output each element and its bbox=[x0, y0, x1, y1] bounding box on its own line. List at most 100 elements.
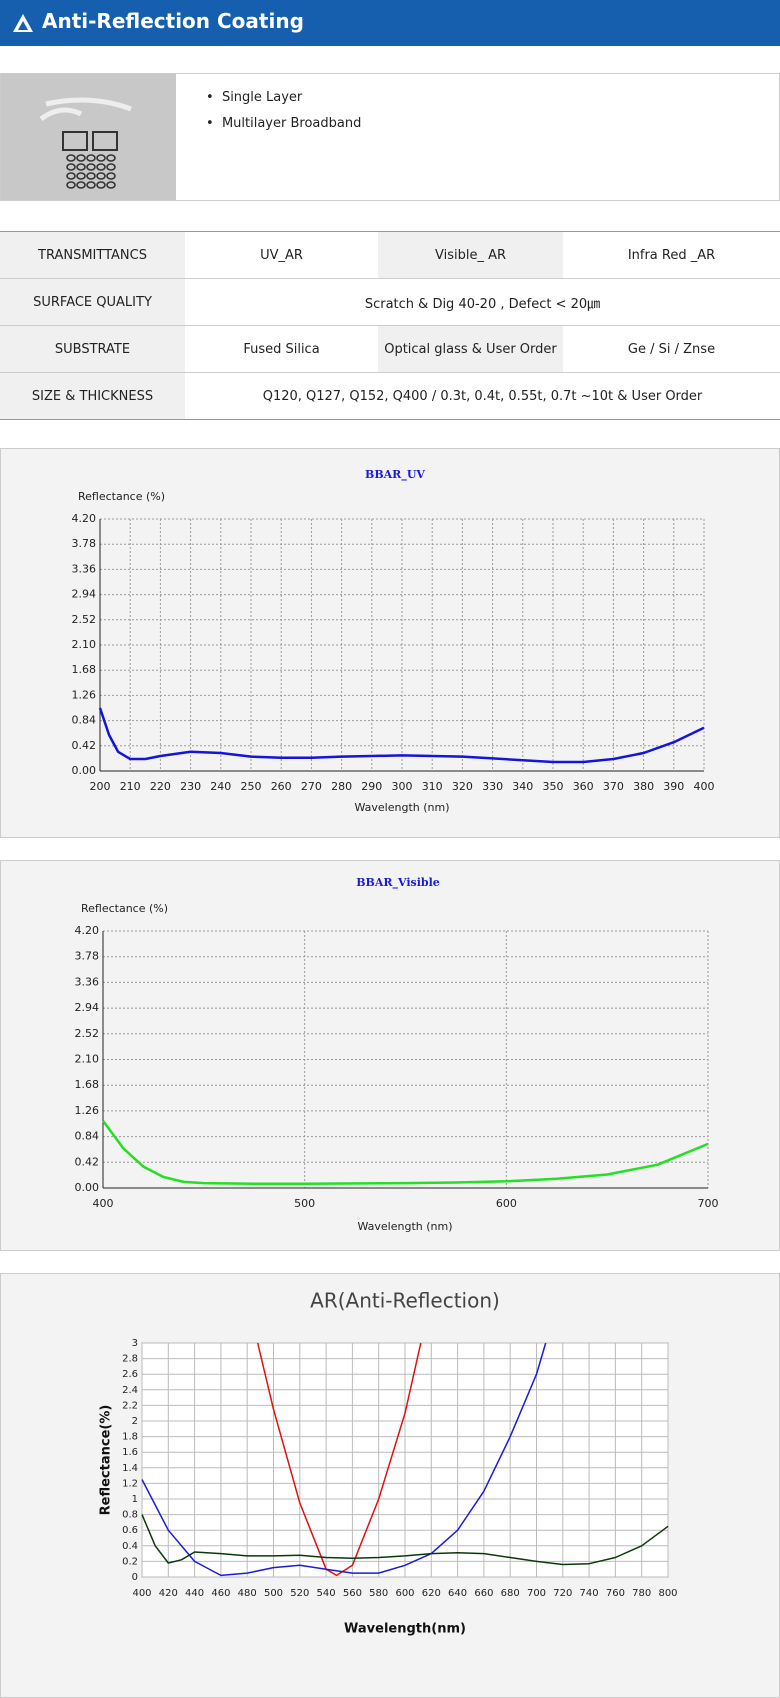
row-label: TRANSMITTANCS bbox=[0, 232, 185, 279]
table-cell: Fused Silica bbox=[185, 326, 378, 373]
x-tick-label: 520 bbox=[290, 1588, 309, 1599]
x-tick-label: 760 bbox=[606, 1588, 625, 1599]
page-title: Anti-Reflection Coating bbox=[42, 9, 304, 33]
y-tick-label: 0.84 bbox=[72, 714, 97, 727]
table-top-rule bbox=[0, 231, 780, 232]
y-tick-label: 1.68 bbox=[72, 663, 97, 676]
feature-item: • Single Layer bbox=[206, 90, 303, 105]
feature-item: • Multilayer Broadband bbox=[206, 116, 362, 131]
y-tick-label: 4.20 bbox=[75, 924, 100, 937]
y-tick-label: 2.10 bbox=[75, 1053, 100, 1066]
x-tick-label: 220 bbox=[150, 780, 171, 793]
data-line bbox=[141, 1342, 547, 1577]
x-tick-label: 290 bbox=[361, 780, 382, 793]
chart-title: AR(Anti-Reflection) bbox=[310, 1289, 500, 1313]
table-cell: Ge / Si / Znse bbox=[563, 326, 780, 373]
y-tick-label: 3 bbox=[132, 1338, 138, 1349]
feature-text: Multilayer Broadband bbox=[221, 116, 362, 131]
y-tick-label: 4.20 bbox=[72, 512, 97, 525]
y-tick-label: 2 bbox=[132, 1416, 138, 1427]
y-tick-label: 1.4 bbox=[122, 1463, 138, 1474]
table-cell: Q120, Q127, Q152, Q400 / 0.3t, 0.4t, 0.5… bbox=[185, 373, 780, 420]
row-label: SUBSTRATE bbox=[0, 326, 185, 373]
chart-title: BBAR_Visible bbox=[356, 876, 440, 890]
x-tick-label: 440 bbox=[185, 1588, 204, 1599]
x-tick-label: 300 bbox=[392, 780, 413, 793]
x-axis-title: Wavelength(nm) bbox=[344, 1622, 466, 1637]
x-tick-label: 420 bbox=[159, 1588, 178, 1599]
x-tick-label: 640 bbox=[448, 1588, 467, 1599]
x-tick-label: 800 bbox=[658, 1588, 677, 1599]
y-tick-label: 0.8 bbox=[122, 1510, 138, 1521]
y-tick-label: 3.36 bbox=[72, 562, 97, 575]
y-tick-label: 0.6 bbox=[122, 1525, 138, 1536]
y-tick-label: 2.94 bbox=[72, 588, 97, 601]
y-tick-label: 3.78 bbox=[72, 537, 97, 550]
table-cell: Infra Red _AR bbox=[563, 232, 780, 279]
data-line bbox=[98, 707, 705, 764]
x-tick-label: 660 bbox=[474, 1588, 493, 1599]
x-tick-label: 320 bbox=[452, 780, 473, 793]
y-tick-label: 2.2 bbox=[122, 1400, 138, 1411]
x-tick-label: 240 bbox=[210, 780, 231, 793]
y-tick-label: 0.42 bbox=[75, 1155, 100, 1168]
x-tick-label: 200 bbox=[90, 780, 111, 793]
y-tick-label: 2.52 bbox=[75, 1027, 100, 1040]
x-tick-label: 580 bbox=[369, 1588, 388, 1599]
y-tick-label: 2.94 bbox=[75, 1001, 100, 1014]
x-tick-label: 380 bbox=[633, 780, 654, 793]
y-tick-label: 1.26 bbox=[72, 688, 97, 701]
y-tick-label: 0.42 bbox=[72, 739, 97, 752]
header-bar: Anti-Reflection Coating bbox=[0, 0, 780, 46]
x-tick-label: 280 bbox=[331, 780, 352, 793]
product-image bbox=[1, 74, 176, 200]
y-tick-label: 1.2 bbox=[122, 1478, 138, 1489]
x-tick-label: 620 bbox=[422, 1588, 441, 1599]
x-tick-label: 210 bbox=[120, 780, 141, 793]
y-tick-label: 3.36 bbox=[75, 975, 100, 988]
x-tick-label: 310 bbox=[422, 780, 443, 793]
x-tick-label: 500 bbox=[294, 1197, 315, 1210]
x-tick-label: 330 bbox=[482, 780, 503, 793]
x-tick-label: 740 bbox=[580, 1588, 599, 1599]
x-tick-label: 540 bbox=[317, 1588, 336, 1599]
table-cell: Scratch & Dig 40-20 , Defect < 20㎛ bbox=[185, 279, 780, 326]
x-tick-label: 400 bbox=[694, 780, 715, 793]
x-tick-label: 360 bbox=[573, 780, 594, 793]
y-tick-label: 0.00 bbox=[75, 1181, 100, 1194]
data-line bbox=[256, 1342, 422, 1577]
y-tick-label: 1.6 bbox=[122, 1447, 138, 1458]
logo-icon bbox=[13, 14, 33, 32]
x-axis-title: Wavelength (nm) bbox=[357, 1220, 452, 1233]
y-tick-label: 1 bbox=[132, 1494, 138, 1505]
feature-text: Single Layer bbox=[221, 90, 303, 105]
y-tick-label: 0.84 bbox=[75, 1130, 100, 1143]
chart-title: BBAR_UV bbox=[365, 468, 425, 482]
y-axis-title: Reflectance (%) bbox=[78, 490, 165, 503]
x-tick-label: 340 bbox=[512, 780, 533, 793]
y-tick-label: 1.8 bbox=[122, 1432, 138, 1443]
y-tick-label: 2.6 bbox=[122, 1369, 138, 1380]
x-tick-label: 350 bbox=[543, 780, 564, 793]
y-tick-label: 2.52 bbox=[72, 613, 97, 626]
x-tick-label: 390 bbox=[663, 780, 684, 793]
y-tick-label: 3.78 bbox=[75, 950, 100, 963]
table-cell: Visible_ AR bbox=[378, 232, 563, 279]
y-axis-title: Reflectance (%) bbox=[81, 902, 168, 915]
x-tick-label: 600 bbox=[496, 1197, 517, 1210]
y-tick-label: 0 bbox=[132, 1572, 138, 1583]
x-tick-label: 270 bbox=[301, 780, 322, 793]
y-tick-label: 0.4 bbox=[122, 1541, 138, 1552]
x-tick-label: 260 bbox=[271, 780, 292, 793]
y-tick-label: 2.4 bbox=[122, 1385, 138, 1396]
y-tick-label: 0.2 bbox=[122, 1556, 138, 1567]
x-tick-label: 250 bbox=[241, 780, 262, 793]
x-tick-label: 230 bbox=[180, 780, 201, 793]
row-label: SIZE & THICKNESS bbox=[0, 373, 185, 420]
table-cell: UV_AR bbox=[185, 232, 378, 279]
x-tick-label: 700 bbox=[527, 1588, 546, 1599]
table-cell: Optical glass & User Order bbox=[378, 326, 563, 373]
y-axis-title: Reflectance(%) bbox=[99, 1405, 114, 1516]
